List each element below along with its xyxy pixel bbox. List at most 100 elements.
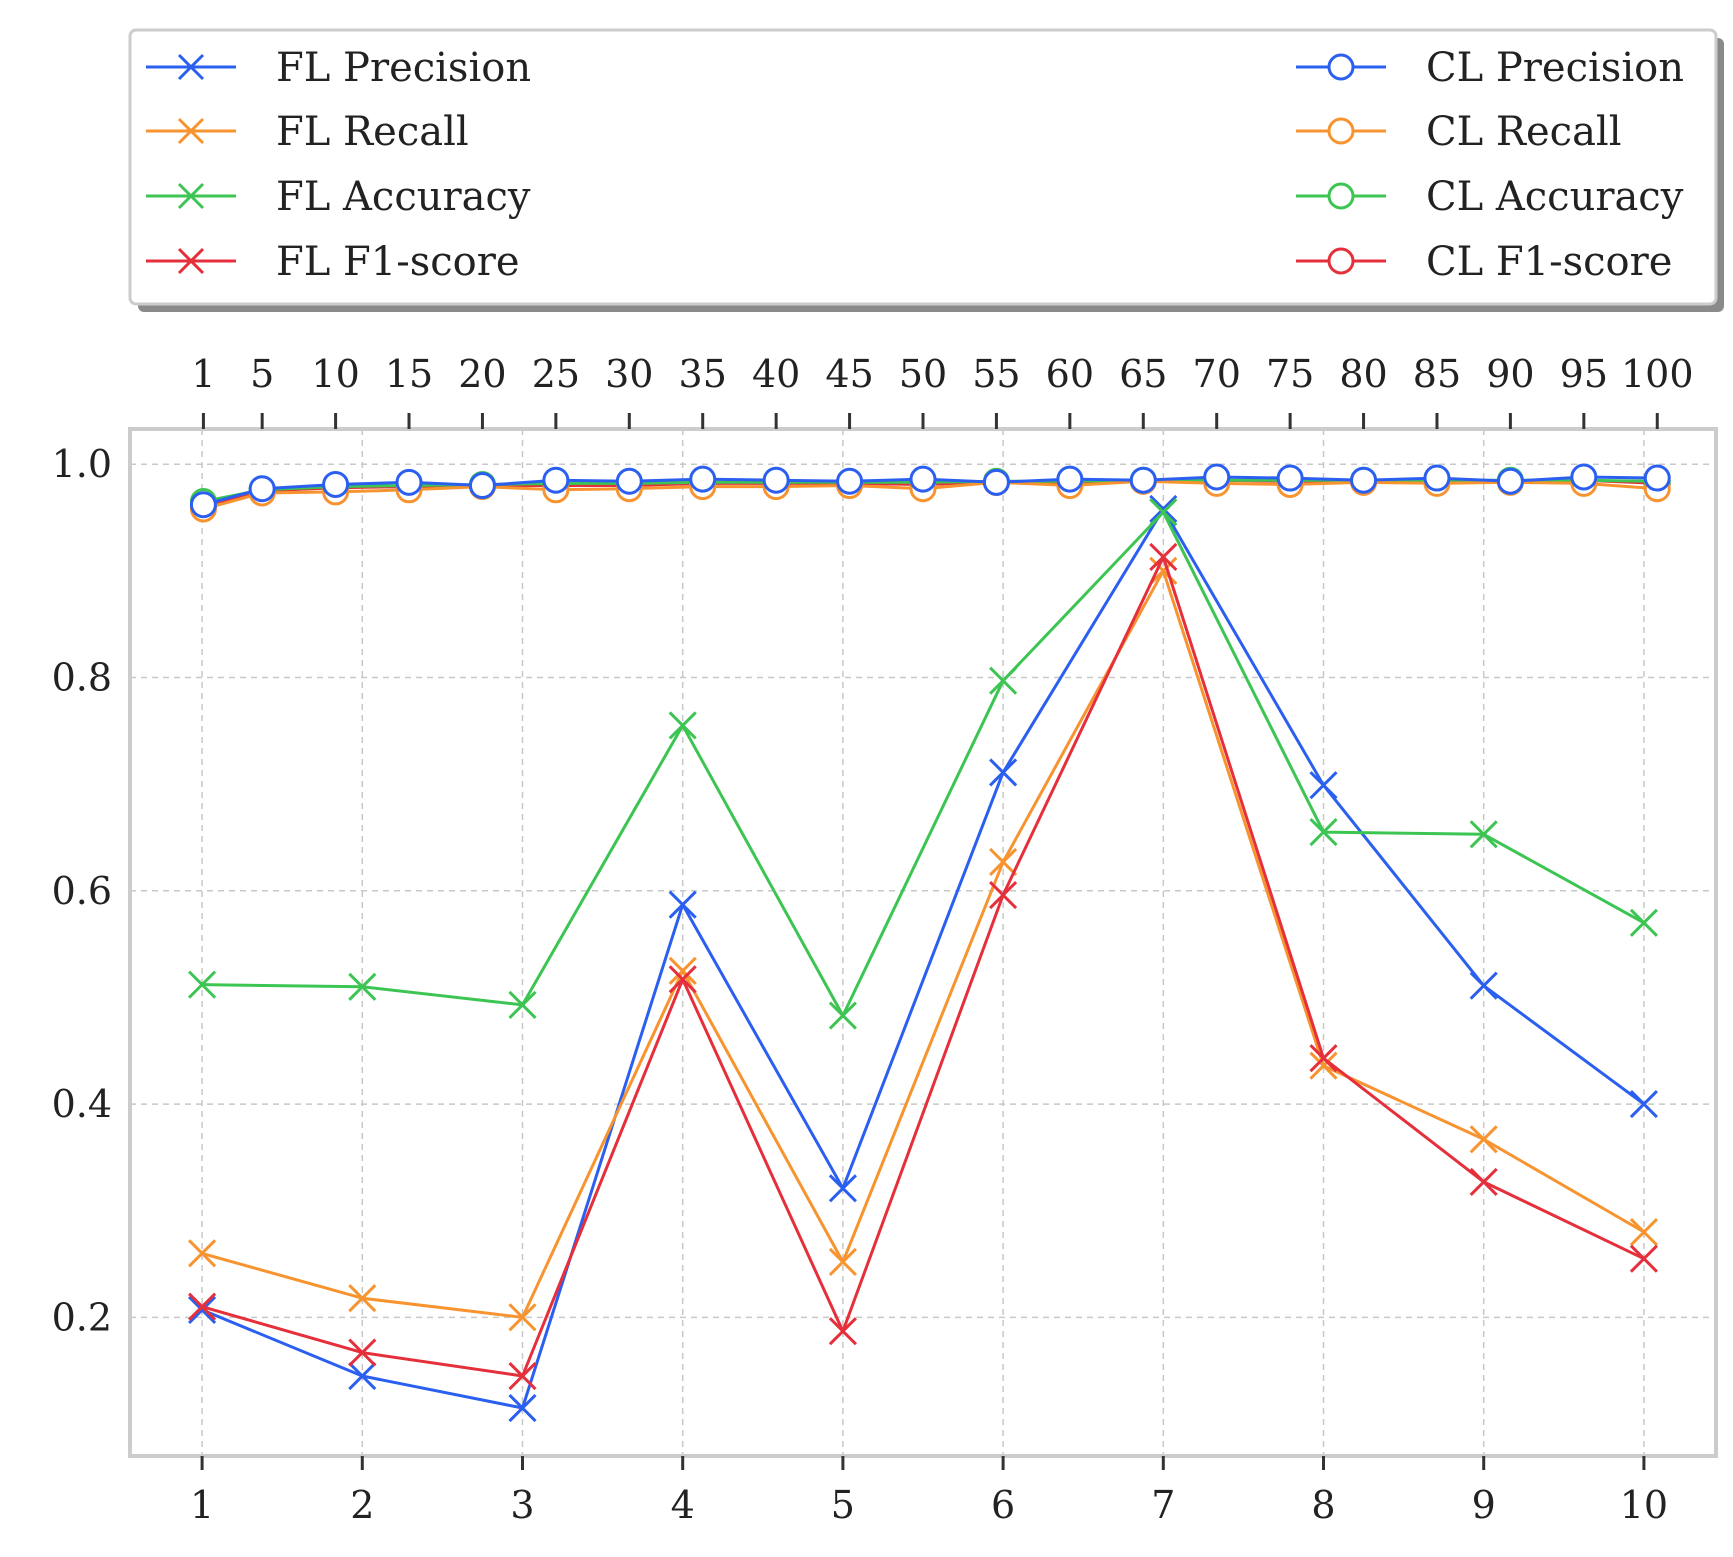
- x-tick-label: 4: [671, 1483, 695, 1527]
- legend-label: FL Accuracy: [276, 174, 531, 220]
- top-tick-label: 60: [1046, 352, 1094, 396]
- data-point-x-marker: [348, 1338, 377, 1367]
- legend-entries: FL Precision FL Recall FL Accuracy FL F1-sc…: [146, 45, 1684, 285]
- data-point-circle-marker: [1350, 466, 1378, 494]
- data-point-circle-marker: [1570, 463, 1598, 491]
- data-point-circle-marker: [982, 468, 1010, 496]
- data-point-x-marker: [1309, 1051, 1338, 1080]
- top-tick-label: 90: [1486, 352, 1534, 396]
- data-point-circle-marker: [1496, 467, 1524, 495]
- x-tick-label: 2: [350, 1483, 374, 1527]
- legend-x-marker: [177, 247, 205, 275]
- data-point-x-marker: [1149, 498, 1178, 527]
- data-point-circle-marker: [1056, 465, 1084, 493]
- series-fl-accuracy: [188, 498, 1658, 1030]
- legend-entry-cl-precision: CL Precision: [1296, 45, 1684, 91]
- legend-entry-cl-recall: CL Recall: [1296, 109, 1622, 155]
- x-tick-label: 6: [991, 1483, 1015, 1527]
- top-tick-label: 50: [899, 352, 947, 396]
- data-point-x-marker: [508, 1303, 537, 1332]
- data-point-x-marker: [508, 990, 537, 1019]
- legend-entry-fl-precision: FL Precision: [146, 45, 531, 91]
- data-point-x-marker: [1309, 771, 1338, 800]
- data-point-circle-marker: [615, 467, 643, 495]
- legend-entry-fl-recall: FL Recall: [146, 109, 469, 155]
- data-point-circle-marker: [468, 472, 496, 500]
- y-tick-label: 0.6: [52, 869, 112, 913]
- series-line-fl-precision: [201, 507, 1645, 1410]
- data-point-x-marker: [668, 965, 697, 994]
- series-fl-f1-score: [188, 542, 1658, 1391]
- legend-label: CL F1-score: [1426, 239, 1672, 285]
- legend-circle-marker: [1327, 247, 1355, 275]
- top-tick-label: 20: [458, 352, 506, 396]
- top-tick-label: 55: [972, 352, 1020, 396]
- data-point-circle-marker: [909, 465, 937, 493]
- data-point-x-marker: [508, 1361, 537, 1391]
- y-tick-label: 1.0: [52, 442, 112, 486]
- data-point-x-marker: [668, 890, 697, 919]
- data-point-x-marker: [188, 1295, 217, 1324]
- series-line-fl-recall: [201, 569, 1645, 1319]
- data-point-x-marker: [828, 1247, 857, 1276]
- top-tick-label: 100: [1621, 352, 1694, 396]
- data-point-circle-marker: [189, 491, 217, 519]
- data-point-circle-marker: [248, 475, 276, 503]
- x-tick-label: 3: [510, 1483, 534, 1527]
- data-point-x-marker: [1629, 908, 1658, 937]
- data-point-x-marker: [1629, 1244, 1658, 1273]
- top-tick-label: 75: [1266, 352, 1314, 396]
- legend-label: CL Accuracy: [1426, 174, 1684, 220]
- data-point-x-marker: [1469, 1167, 1498, 1196]
- data-point-circle-marker: [1203, 463, 1231, 491]
- data-point-x-marker: [1629, 1090, 1658, 1119]
- x-tick-label: 7: [1151, 1483, 1175, 1527]
- x-tick-label: 10: [1620, 1483, 1668, 1527]
- top-tick-label: 35: [679, 352, 727, 396]
- series-fl-recall: [188, 556, 1658, 1332]
- data-point-x-marker: [1149, 494, 1178, 524]
- data-point-x-marker: [989, 666, 1018, 695]
- data-point-x-marker: [828, 1317, 857, 1346]
- data-point-x-marker: [348, 1361, 377, 1391]
- top-axis: 1 5 10 15 20 25 30 35 40 45 50 55 60 65 70 75 80 85 90 95 10…: [191, 352, 1694, 429]
- data-point-x-marker: [1629, 1217, 1658, 1247]
- top-tick-label: 80: [1339, 352, 1387, 396]
- top-tick-label: 40: [752, 352, 800, 396]
- legend-box: [128, 28, 1718, 306]
- data-point-x-marker: [828, 1001, 857, 1030]
- data-point-x-marker: [828, 1174, 857, 1203]
- top-tick-label: 30: [605, 352, 653, 396]
- data-point-x-marker: [188, 970, 217, 999]
- legend-entry-fl-accuracy: FL Accuracy: [146, 174, 531, 220]
- x-tick-label: 8: [1311, 1483, 1335, 1527]
- data-point-x-marker: [188, 1239, 217, 1268]
- series-lines: [188, 463, 1671, 1423]
- data-point-x-marker: [668, 711, 697, 740]
- data-point-x-marker: [508, 1393, 537, 1423]
- plot-area: 1 5 10 15 20 25 30 35 40 45 50 55 60 65 70 75 80 85 90 95 10…: [52, 352, 1718, 1527]
- bottom-axis: 1 2 3 4 5 6 7 8 9 10: [190, 1456, 1668, 1527]
- data-point-x-marker: [989, 758, 1018, 787]
- data-point-circle-marker: [1276, 464, 1304, 492]
- top-tick-label: 25: [532, 352, 580, 396]
- top-tick-label: 95: [1560, 352, 1608, 396]
- data-point-x-marker: [348, 1284, 377, 1313]
- legend-label: FL Precision: [276, 45, 531, 91]
- top-tick-label: 10: [311, 352, 359, 396]
- legend-label: FL F1-score: [276, 239, 520, 285]
- y-axis: 0.2 0.4 0.6 0.8 1.0: [52, 442, 112, 1339]
- x-tick-label: 5: [831, 1483, 855, 1527]
- legend-circle-marker: [1327, 117, 1355, 145]
- legend-x-marker: [177, 182, 205, 210]
- data-point-circle-marker: [689, 465, 717, 493]
- data-point-x-marker: [989, 880, 1018, 910]
- legend-label: CL Recall: [1426, 109, 1622, 155]
- series-line-fl-accuracy: [202, 510, 1645, 1018]
- data-point-x-marker: [1309, 1044, 1338, 1073]
- grid: [130, 429, 1716, 1456]
- top-tick-label: 15: [385, 352, 433, 396]
- top-tick-label: 45: [825, 352, 873, 396]
- data-point-x-marker: [188, 1292, 217, 1321]
